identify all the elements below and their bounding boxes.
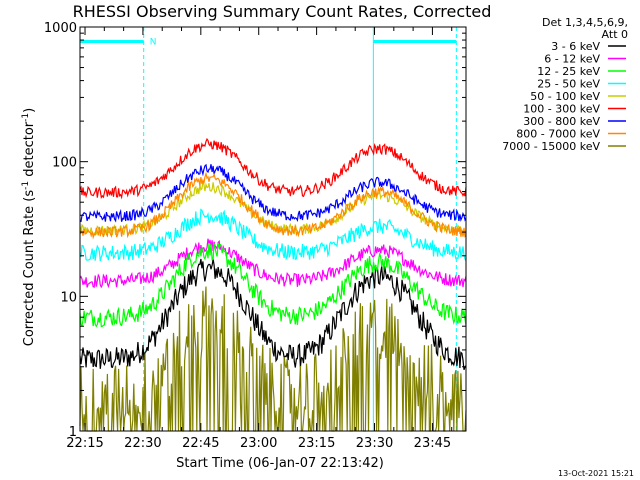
legend-label: 12 - 25 keV [537, 65, 600, 78]
plot-frame [79, 26, 467, 432]
axes: 1 10 100 1000 22:15 22:30 22:45 23:00 23:15 23:30… [44, 21, 466, 451]
x-tick-label: 23:30 [356, 436, 393, 451]
series-line [79, 238, 467, 289]
series-line [79, 137, 467, 200]
legend-label: 25 - 50 keV [537, 78, 600, 91]
x-axis-label: Start Time (06-Jan-07 22:13:42) [176, 456, 384, 471]
x-tick-label: 22:45 [182, 436, 219, 451]
x-ticks: 22:15 22:30 22:45 23:00 23:15 23:30 23:45 [66, 27, 453, 451]
night-label: N [150, 38, 157, 48]
series-line [79, 163, 467, 223]
series-3 [79, 208, 467, 262]
series-line [79, 171, 467, 240]
series-8 [79, 286, 467, 432]
series-line [79, 286, 467, 432]
chart-title: RHESSI Observing Summary Count Rates, Co… [73, 2, 492, 21]
legend-header-detectors: Det 1,3,4,5,6,9, [542, 16, 628, 29]
series-1 [79, 238, 467, 289]
legend-label: 6 - 12 keV [544, 53, 600, 66]
y-tick-label: 1 [69, 425, 77, 440]
series-0 [79, 258, 467, 371]
series-line [79, 242, 467, 328]
legend-label: 100 - 300 keV [523, 103, 600, 116]
series-line [79, 258, 467, 371]
series-7 [79, 171, 467, 240]
timestamp: 13-Oct-2021 15:21 [558, 469, 634, 478]
plot-area: N [79, 27, 467, 432]
y-tick-label: 1000 [44, 21, 77, 36]
series-5 [79, 137, 467, 200]
series-6 [79, 163, 467, 223]
legend-header-attenuator: Att 0 [602, 28, 628, 41]
x-tick-label: 23:15 [298, 436, 335, 451]
y-ticks: 1 10 100 1000 [44, 21, 466, 440]
y-tick-label: 100 [52, 156, 77, 171]
y-tick-label: 10 [60, 290, 77, 305]
series-line [79, 208, 467, 262]
x-tick-label: 23:45 [414, 436, 451, 451]
y-axis-label: Corrected Count Rate (s-1 detector-1) [21, 108, 37, 346]
legend-label: 50 - 100 keV [530, 90, 600, 103]
legend-label: 300 - 800 keV [523, 115, 600, 128]
legend-label: 7000 - 15000 keV [502, 140, 600, 153]
legend-label: 3 - 6 keV [551, 40, 600, 53]
x-tick-label: 22:15 [66, 436, 103, 451]
x-tick-label: 22:30 [124, 436, 161, 451]
series-2 [79, 242, 467, 328]
legend-label: 800 - 7000 keV [516, 128, 600, 141]
x-tick-label: 23:00 [240, 436, 277, 451]
night-markers: N [79, 27, 457, 431]
